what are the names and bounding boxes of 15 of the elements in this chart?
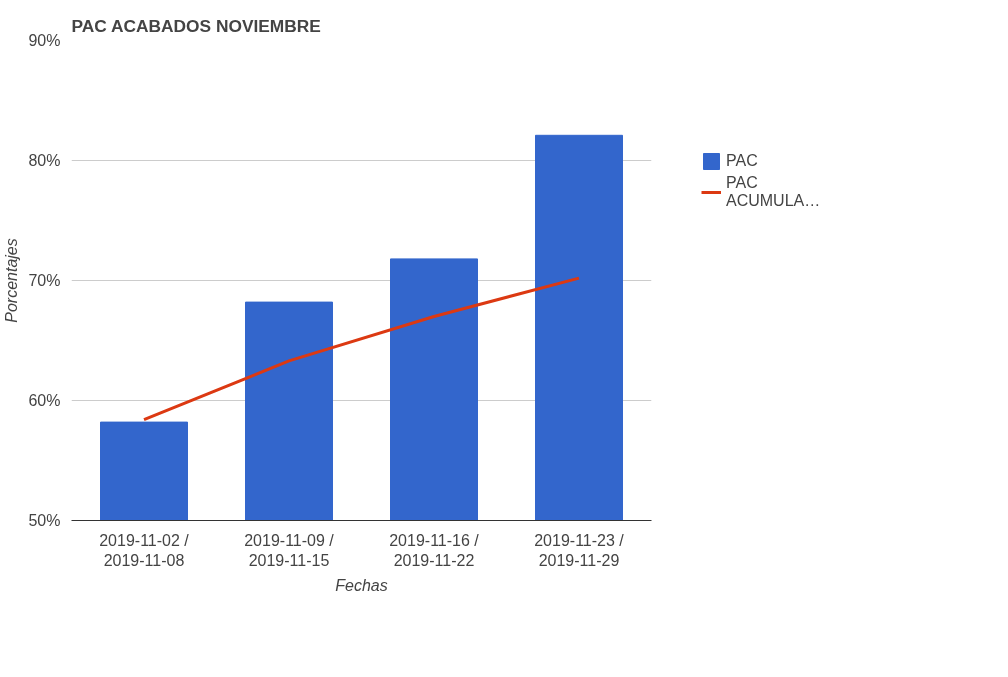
x-tick-label: 2019-11-02 / 2019-11-08 xyxy=(99,531,190,569)
y-tick-label: 90% xyxy=(28,32,61,49)
legend-label: PAC ACUMULA… xyxy=(726,174,822,210)
x-tick-label: 2019-11-16 / 2019-11-22 xyxy=(389,531,480,569)
y-tick-label: 70% xyxy=(28,272,61,289)
chart-title: PAC ACABADOS NOVIEMBRE xyxy=(71,15,321,36)
y-tick-label: 80% xyxy=(28,152,61,169)
x-tick-label: 2019-11-23 / 2019-11-29 xyxy=(534,531,625,569)
y-axis-title: Porcentajes xyxy=(3,238,21,323)
legend-label: PAC xyxy=(726,152,759,170)
line-series xyxy=(142,276,581,422)
y-tick-label: 50% xyxy=(28,512,61,529)
x-axis-title: Fechas xyxy=(335,576,388,594)
x-tick-label: 2019-11-09 / 2019-11-15 xyxy=(244,531,335,569)
y-tick-label: 60% xyxy=(28,392,61,409)
